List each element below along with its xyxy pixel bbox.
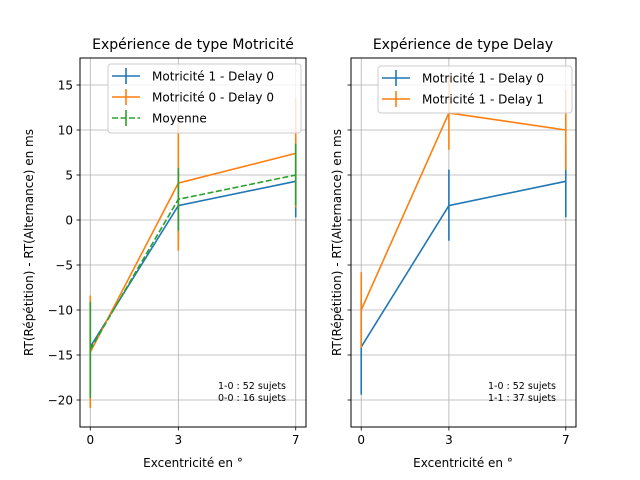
right-legend-label: Motricité 1 - Delay 1 [422, 92, 544, 106]
left-legend-entry-2: Motricité 0 - Delay 0 [112, 89, 274, 105]
left-annotation-1: 1-0 : 52 sujets [218, 381, 286, 392]
right-annotation-2: 1-1 : 37 sujets [488, 393, 556, 404]
left-series-3 [89, 143, 297, 399]
right-legend-box [377, 65, 573, 114]
left-x-tick-label: 3 [175, 433, 183, 447]
left-legend-entry-3: Moyenne [112, 110, 207, 126]
right-ticks: 0 3 7 [347, 84, 570, 447]
left-legend: Motricité 1 - Delay 0 Motricité 0 - Delay… [107, 63, 302, 134]
left-legend-entry-1: Motricité 1 - Delay 0 [112, 68, 274, 84]
right-x-axis-label: Excentricité en ° [413, 456, 513, 470]
left-legend-label: Motricité 0 - Delay 0 [152, 90, 274, 104]
left-ticks: −20 −15 −10 −5 0 5 10 15 0 3 7 [48, 78, 300, 447]
left-y-tick-label: −10 [48, 303, 73, 317]
left-legend-box [107, 63, 302, 134]
right-panel-title: Expérience de type Delay [373, 37, 553, 53]
left-y-tick-label: −15 [48, 348, 73, 362]
left-legend-entries: Motricité 1 - Delay 0 Motricité 0 - Delay… [112, 68, 274, 126]
left-annotation-2: 0-0 : 16 sujets [218, 393, 286, 404]
right-x-tick-label: 0 [357, 433, 365, 447]
right-legend-label: Motricité 1 - Delay 0 [422, 71, 544, 85]
left-y-tick-label: 5 [65, 168, 73, 182]
left-panel: Expérience de type Motricité −20 −15 −10 −5… [22, 37, 307, 470]
left-x-axis-label: Excentricité en ° [143, 456, 243, 470]
right-x-tick-label: 3 [445, 433, 453, 447]
left-y-tick-label: 10 [58, 123, 73, 137]
left-y-tick-label: 0 [65, 213, 73, 227]
right-legend-entry-2: Motricité 1 - Delay 1 [382, 91, 544, 107]
left-legend-label: Moyenne [152, 111, 207, 125]
left-y-tick-label: 15 [58, 78, 73, 92]
left-y-tick-label: −5 [55, 258, 73, 272]
right-legend-entry-1: Motricité 1 - Delay 0 [382, 70, 544, 86]
left-x-tick-label: 7 [292, 433, 300, 447]
left-axes-frame [79, 57, 307, 428]
right-legend: Motricité 1 - Delay 0 Motricité 1 - Delay… [377, 65, 573, 114]
left-y-axis-label: RT(Répétition) - RT(Alternance) en ms [22, 129, 36, 356]
right-legend-entries: Motricité 1 - Delay 0 Motricité 1 - Delay… [382, 70, 544, 107]
left-series-group [89, 98, 297, 409]
left-panel-title: Expérience de type Motricité [92, 37, 294, 53]
left-x-tick-label: 0 [86, 433, 94, 447]
right-annotation-1: 1-0 : 52 sujets [488, 381, 556, 392]
right-x-tick-label: 7 [562, 433, 570, 447]
right-panel: Expérience de type Delay 0 3 7 Excentricit… [330, 37, 577, 470]
left-y-tick-label: −20 [48, 393, 73, 407]
left-legend-label: Motricité 1 - Delay 0 [152, 69, 274, 83]
right-y-axis-label: RT(Répétition) - RT(Alternance) en ms [330, 129, 344, 356]
right-axes-frame [350, 57, 577, 428]
